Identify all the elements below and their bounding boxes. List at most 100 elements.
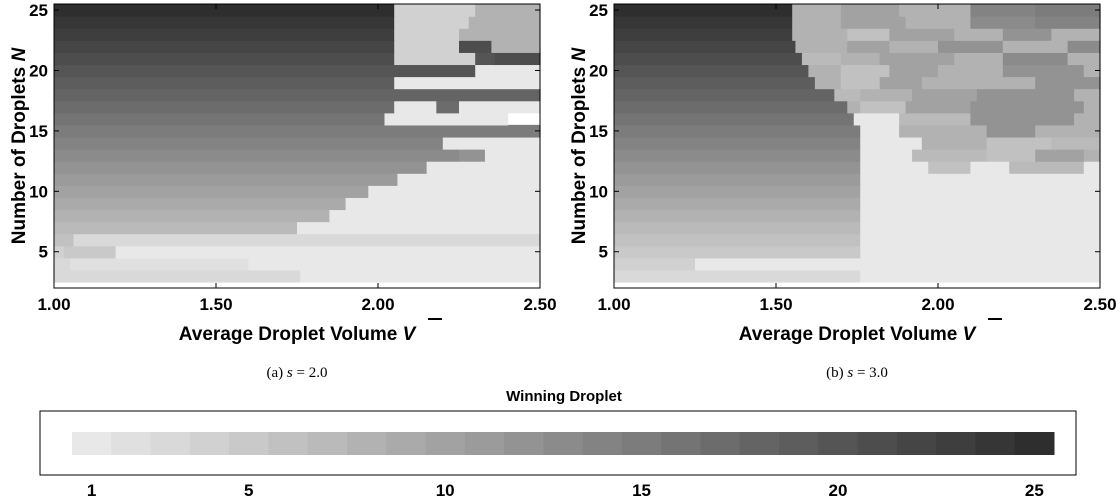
cell-b-n15 [614, 124, 861, 138]
x-ticks-b: 1.00 1.50 2.00 2.50 [597, 4, 1116, 314]
cell-b-n20 [614, 64, 809, 78]
cell-a-n21 [494, 52, 541, 66]
cell-b-n22 [795, 40, 848, 53]
cell-a-n14 [66, 136, 444, 150]
cell-a-n15 [54, 124, 65, 138]
caption-b: (b) s = 3.0 [826, 365, 888, 381]
plot-frame-b [613, 3, 1101, 289]
legend-swatch-23 [936, 432, 976, 455]
cell-a-n21 [475, 52, 496, 66]
y-tick-label-b: 10 [589, 182, 608, 201]
cell-b-n19 [814, 76, 842, 90]
cell-a-n3 [300, 269, 541, 283]
cell-b-n20 [808, 64, 842, 78]
cell-b-n16 [866, 112, 900, 126]
caption-a: (a) s = 2.0 [267, 365, 328, 381]
cell-b-n18 [912, 88, 978, 102]
x-tick-label-b: 2.50 [1083, 295, 1116, 314]
legend-swatch-20 [818, 432, 859, 455]
cell-b-n21 [1067, 52, 1101, 66]
cell-b-n24 [905, 16, 971, 29]
cell-b-n6 [860, 233, 1101, 247]
cell-a-n8 [329, 209, 541, 223]
cell-b-n15 [1035, 124, 1101, 138]
cell-b-n20 [1002, 64, 1085, 78]
legend-swatches [72, 432, 1055, 455]
cell-b-n10 [614, 185, 861, 198]
cell-b-n9 [860, 197, 1101, 211]
legend-title: Winning Droplet [506, 388, 622, 405]
legend-swatch-2 [111, 432, 152, 455]
cell-b-n6 [614, 233, 861, 247]
cell-a-n10 [73, 185, 369, 198]
legend-swatch-22 [896, 432, 937, 455]
cell-a-n11 [54, 173, 75, 186]
legend-swatch-7 [307, 432, 348, 455]
cell-b-n19 [614, 76, 816, 90]
cell-a-n24 [394, 16, 470, 29]
x-axis-title-b: Average Droplet Volume V [739, 324, 977, 345]
cell-b-n21 [840, 52, 881, 66]
y-tick-label-a: 10 [29, 182, 48, 201]
cell-b-n18 [614, 88, 835, 102]
cell-b-n5 [614, 245, 861, 259]
heatmap-cells-a [54, 4, 541, 283]
cell-b-n24 [840, 16, 907, 29]
cell-a-n17 [459, 100, 541, 114]
cell-b-n23 [1002, 28, 1052, 41]
cell-b-n22 [1002, 40, 1069, 53]
cell-a-n12 [426, 161, 541, 174]
legend-swatch-17 [700, 432, 741, 455]
cell-b-n18 [860, 88, 913, 102]
legend-swatch-1 [72, 432, 112, 455]
cell-b-n19 [1035, 76, 1101, 90]
legend-frame [39, 410, 1077, 476]
cell-b-n12 [928, 161, 971, 174]
cell-b-n17 [614, 100, 848, 114]
heatmap-cells-b [614, 4, 1101, 283]
cell-b-n18 [834, 88, 861, 102]
legend-swatch-25 [1014, 432, 1055, 455]
cell-a-n24 [54, 16, 395, 29]
cell-b-n20 [1083, 64, 1101, 78]
cell-b-n24 [970, 16, 1036, 29]
cell-b-n23 [792, 28, 848, 41]
cell-a-n4 [248, 257, 541, 271]
y-ticks-a: 5 10 15 20 25 [29, 1, 540, 262]
cell-a-n4 [70, 257, 249, 271]
cell-b-n10 [860, 185, 1101, 198]
legend-swatch-4 [189, 432, 230, 455]
cell-b-n23 [1051, 28, 1101, 41]
legend-swatch-11 [464, 432, 505, 455]
cell-a-n9 [54, 197, 78, 211]
cell-a-n4 [54, 257, 71, 271]
cell-a-n5 [54, 245, 65, 259]
cell-b-n8 [860, 209, 1101, 223]
cell-b-n17 [860, 100, 907, 114]
panel-b: 1.00 1.50 2.00 2.50 5 10 15 20 25 Average Dropl… [569, 1, 1116, 381]
x-tick-label-a: 2.50 [523, 295, 556, 314]
legend: Winning Droplet 1 5 10 15 20 25 [39, 388, 1077, 500]
cell-b-n13 [1035, 149, 1085, 162]
cell-b-n21 [614, 52, 803, 66]
x-tick-label-a: 2.00 [361, 295, 394, 314]
legend-swatch-5 [229, 432, 269, 455]
legend-swatch-10 [425, 432, 466, 455]
legend-swatch-24 [975, 432, 1016, 455]
cell-a-n23 [459, 28, 541, 41]
cell-b-n21 [801, 52, 842, 66]
cell-b-n7 [614, 221, 861, 235]
cell-a-n3 [54, 269, 301, 283]
cell-b-n11 [1009, 173, 1101, 186]
cell-b-n25 [840, 4, 900, 17]
x-axis-title-a: Average Droplet Volume V [179, 324, 417, 345]
cell-b-n9 [614, 197, 861, 211]
cell-a-n11 [397, 173, 541, 186]
cell-b-n22 [889, 40, 939, 53]
cell-a-n10 [54, 185, 75, 198]
cell-b-n25 [899, 4, 971, 17]
cell-b-n12 [860, 161, 929, 174]
cell-a-n16 [60, 112, 386, 126]
legend-swatch-15 [621, 432, 662, 455]
